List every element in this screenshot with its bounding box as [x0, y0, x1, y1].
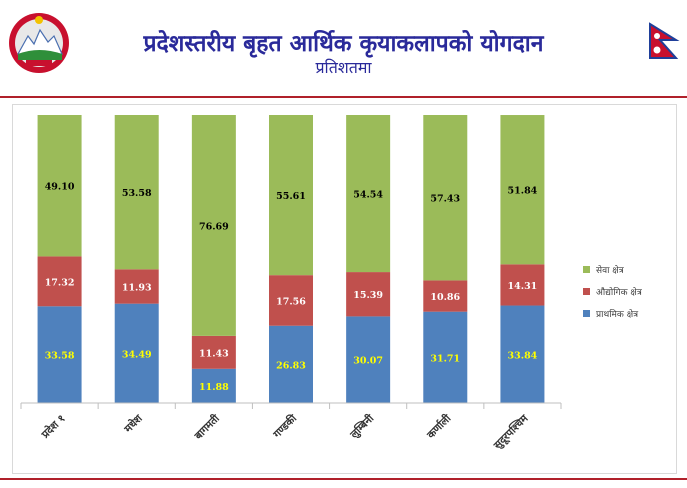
bar-segment [423, 280, 468, 312]
footer-divider [0, 478, 687, 480]
bar-segment [500, 115, 545, 265]
data-label: 11.93 [122, 282, 152, 293]
data-label: 57.43 [430, 194, 460, 205]
legend-label: सेवा क्षेत्र [596, 264, 625, 276]
bar-segment [269, 325, 313, 403]
stacked-bar-chart: 33.58 17.32 49.10 34.49 11.93 53.58 11.88 11.43… [20, 115, 643, 453]
data-label: 14.31 [508, 281, 538, 292]
x-tick-label: बागमती [191, 411, 223, 443]
bar-segment [37, 256, 82, 307]
data-label: 55.61 [276, 191, 306, 202]
data-label: 53.58 [122, 188, 152, 199]
bar-segment [37, 306, 82, 403]
bar-segment [500, 264, 545, 306]
x-tick-label: कर्णाली [424, 411, 455, 442]
data-label: 76.69 [199, 221, 229, 232]
data-label: 11.88 [199, 382, 229, 393]
legend-swatch [583, 266, 590, 273]
header-divider [0, 96, 687, 98]
data-label: 11.43 [199, 348, 229, 359]
data-label: 30.07 [353, 356, 383, 367]
data-label: 26.83 [276, 360, 306, 371]
bar-segment [269, 115, 313, 276]
x-tick-label: प्रदेश १ [38, 412, 68, 442]
page-title: प्रदेशस्तरीय बृहत आर्थिक कृयाकलापको योगद… [143, 31, 544, 57]
data-label: 49.10 [45, 182, 75, 193]
data-label: 15.39 [353, 290, 383, 301]
page-subtitle: प्रतिशतमा [315, 58, 372, 77]
bar-segment [191, 115, 236, 336]
legend-label: औद्योगिक क्षेत्र [596, 286, 643, 298]
data-label: 33.84 [508, 350, 538, 361]
bar-segment [269, 275, 313, 326]
bar-segment [500, 305, 545, 403]
data-label: 10.86 [430, 292, 460, 303]
bar-segment [191, 368, 236, 403]
legend-label: प्राथमिक क्षेत्र [596, 308, 639, 320]
bar-segment [37, 115, 82, 257]
data-label: 33.58 [45, 351, 75, 362]
bar-segment [191, 335, 236, 369]
x-tick-label: सुदूरपश्चिम [490, 411, 532, 453]
data-label: 34.49 [122, 349, 152, 360]
legend-swatch [583, 310, 590, 317]
bar-segment [346, 316, 391, 403]
x-tick-label: लुम्बिनी [347, 411, 378, 442]
chart-panel: 33.58 17.32 49.10 34.49 11.93 53.58 11.88 11.43… [12, 104, 677, 474]
bar-segment [114, 303, 159, 403]
data-label: 31.71 [430, 353, 460, 364]
nepal-emblem-icon [6, 10, 72, 80]
data-label: 17.56 [276, 296, 306, 307]
legend-swatch [583, 288, 590, 295]
bar-segment [423, 115, 468, 281]
bar-segment [346, 115, 391, 273]
nepal-flag-icon [648, 22, 680, 66]
bar-segment [114, 269, 159, 304]
x-tick-label: गण्डकी [270, 411, 300, 441]
bar-segment [423, 311, 468, 403]
x-tick-label: मधेश [121, 411, 146, 436]
bar-segment [114, 115, 159, 270]
bar-segment [346, 272, 391, 317]
data-label: 54.54 [353, 190, 383, 201]
data-label: 51.84 [508, 186, 538, 197]
data-label: 17.32 [45, 277, 75, 288]
